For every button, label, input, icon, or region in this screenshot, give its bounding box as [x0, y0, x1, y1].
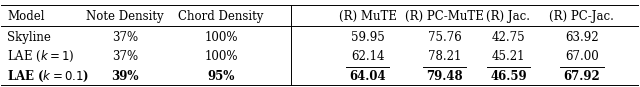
Text: Note Density: Note Density [86, 10, 164, 23]
Text: 100%: 100% [204, 31, 238, 44]
Text: 95%: 95% [207, 70, 235, 83]
Text: (R) PC-Jac.: (R) PC-Jac. [549, 10, 614, 23]
Text: 100%: 100% [204, 50, 238, 63]
Text: 62.14: 62.14 [351, 50, 385, 63]
Text: 46.59: 46.59 [490, 70, 527, 83]
Text: 67.92: 67.92 [563, 70, 600, 83]
Text: Chord Density: Chord Density [179, 10, 264, 23]
Text: 79.48: 79.48 [426, 70, 463, 83]
Text: 75.76: 75.76 [428, 31, 461, 44]
Text: 45.21: 45.21 [492, 50, 525, 63]
Text: 78.21: 78.21 [428, 50, 461, 63]
Text: 37%: 37% [112, 31, 138, 44]
Text: 67.00: 67.00 [565, 50, 598, 63]
Text: (R) PC-MuTE: (R) PC-MuTE [405, 10, 484, 23]
Text: 63.92: 63.92 [565, 31, 598, 44]
Text: 64.04: 64.04 [349, 70, 386, 83]
Text: Skyline: Skyline [7, 31, 51, 44]
Text: LAE ($k = 0.1$): LAE ($k = 0.1$) [7, 68, 90, 84]
Text: LAE ($k = 1$): LAE ($k = 1$) [7, 49, 75, 64]
Text: 42.75: 42.75 [492, 31, 525, 44]
Text: Model: Model [7, 10, 45, 23]
Text: 37%: 37% [112, 50, 138, 63]
Text: 59.95: 59.95 [351, 31, 385, 44]
Text: 39%: 39% [111, 70, 139, 83]
Text: (R) MuTE: (R) MuTE [339, 10, 397, 23]
Text: (R) Jac.: (R) Jac. [486, 10, 531, 23]
